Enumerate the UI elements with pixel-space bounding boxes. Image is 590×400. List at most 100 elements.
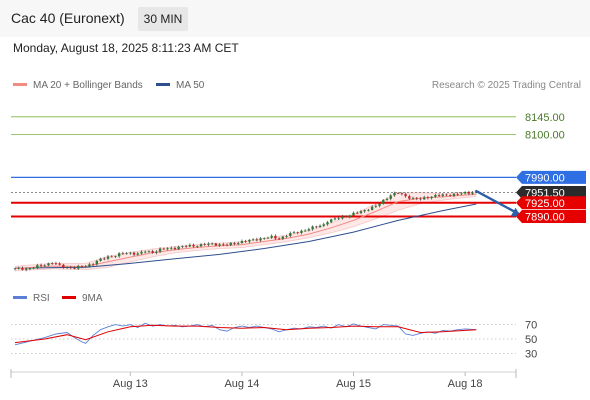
candle-body <box>196 246 199 248</box>
candle-body <box>95 260 99 265</box>
candle <box>151 249 154 254</box>
candle-body <box>430 196 433 199</box>
candle-body <box>129 252 132 254</box>
candle <box>103 257 106 261</box>
candle-body <box>333 218 337 220</box>
bollinger-lower-line <box>14 196 477 272</box>
candle-body <box>415 197 418 199</box>
candle <box>400 192 404 196</box>
candle <box>307 227 311 232</box>
candle-body <box>274 235 277 239</box>
candle <box>415 197 418 201</box>
candle-body <box>460 193 463 195</box>
candle <box>423 195 426 200</box>
candle <box>419 197 422 201</box>
candle-body <box>91 264 95 266</box>
candle-body <box>277 238 281 240</box>
ma50-line <box>14 203 477 269</box>
candle-body <box>17 267 20 269</box>
candle-body <box>266 237 270 239</box>
candle <box>58 262 61 266</box>
candle <box>270 234 273 240</box>
candle <box>110 255 113 258</box>
rsi-tick-label: 70 <box>525 320 537 332</box>
candle <box>125 251 128 255</box>
header-bar: Cac 40 (Euronext) 30 MIN <box>0 0 590 37</box>
x-axis-tick-label: Aug 18 <box>448 378 483 390</box>
candle <box>214 242 218 247</box>
level-label-box <box>516 196 586 210</box>
candle-body <box>43 265 46 267</box>
candle <box>456 192 459 196</box>
candle-body <box>352 212 355 216</box>
candle-body <box>385 198 389 200</box>
candle <box>166 247 169 251</box>
candle-body <box>144 251 147 253</box>
candle-body <box>441 194 444 196</box>
candle-body <box>326 222 329 225</box>
candle-body <box>437 195 441 196</box>
candle-body <box>32 267 35 269</box>
candle-body <box>155 251 158 253</box>
legend-swatch-rsi <box>13 295 27 299</box>
candle-body <box>296 232 299 234</box>
candle-body <box>24 268 28 270</box>
candle <box>222 242 225 247</box>
legend-swatch-ma50 <box>156 82 170 86</box>
candle-body <box>177 246 180 250</box>
candle <box>65 266 69 270</box>
candle <box>136 252 139 256</box>
candle <box>315 225 318 229</box>
rsi-line <box>14 322 477 346</box>
candle-body <box>330 219 333 223</box>
candle-body <box>170 247 173 249</box>
candle <box>240 239 244 244</box>
candle-body <box>218 244 221 246</box>
candle <box>281 235 285 240</box>
candle-body <box>356 212 359 214</box>
rsi-tick-label: 30 <box>525 348 537 360</box>
candle-body <box>222 244 225 246</box>
candle <box>356 211 359 215</box>
candle <box>77 264 80 271</box>
candle <box>437 193 441 197</box>
candle-body <box>285 235 288 237</box>
candle <box>210 242 214 246</box>
candle <box>51 262 54 265</box>
candle-body <box>423 197 426 200</box>
legend-ma50: MA 50 <box>156 80 204 91</box>
candle-body <box>36 265 39 268</box>
candle <box>374 204 378 208</box>
candle <box>467 190 471 196</box>
candle <box>311 225 314 231</box>
candle <box>244 239 247 243</box>
candle <box>348 214 351 219</box>
candle-body <box>389 195 392 199</box>
candle-body <box>292 232 296 234</box>
candle <box>88 262 91 268</box>
timestamp: Monday, August 18, 2025 8:11:23 AM CET <box>13 41 239 55</box>
candle-body <box>162 248 165 250</box>
rsi-tick-label: 50 <box>525 334 537 346</box>
candle <box>181 245 184 249</box>
candle <box>441 193 444 198</box>
candle-body <box>158 248 162 252</box>
candle <box>99 257 102 262</box>
interval-button[interactable]: 30 MIN <box>138 7 188 31</box>
candle-body <box>114 256 117 258</box>
candle-body <box>136 253 139 255</box>
candle-body <box>408 196 411 199</box>
candle <box>188 243 192 248</box>
candle <box>255 237 258 242</box>
level-label-box <box>516 170 586 184</box>
candle <box>106 254 110 261</box>
level-label-box <box>516 209 586 223</box>
candle <box>296 231 299 235</box>
candle-body <box>311 226 314 230</box>
candle <box>277 237 281 240</box>
candle <box>155 250 158 255</box>
level-label: 8100.00 <box>525 129 565 141</box>
candle-body <box>382 199 385 204</box>
candle-body <box>106 256 110 259</box>
candle-body <box>65 267 69 269</box>
